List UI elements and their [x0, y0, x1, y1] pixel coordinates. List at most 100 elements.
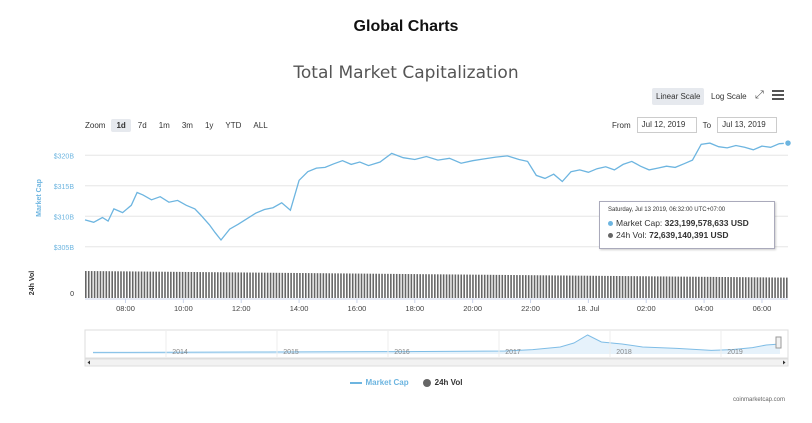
- volume-bar: [486, 274, 489, 298]
- volume-bar: [554, 275, 556, 298]
- volume-bar: [759, 277, 762, 298]
- volume-bar: [592, 275, 595, 298]
- volume-bar: [407, 274, 410, 298]
- market-cap-dot-icon: [608, 221, 613, 227]
- volume-bar: [524, 275, 527, 298]
- navigator-year-label: 2014: [172, 349, 188, 356]
- legend-item-market-cap[interactable]: Market Cap: [349, 378, 409, 387]
- volume-bar: [762, 277, 765, 298]
- volume-bar: [742, 277, 744, 298]
- volume-bar: [765, 277, 768, 298]
- volume-bar: [654, 276, 656, 298]
- tooltip-date: Saturday, Jul 13 2019, 06:32:00 UTC+07:0…: [608, 207, 726, 213]
- zoom-3m-button[interactable]: 3m: [181, 121, 193, 130]
- log-scale-button[interactable]: Log Scale: [711, 92, 747, 101]
- volume-bar: [170, 271, 172, 298]
- volume-bar: [410, 274, 413, 298]
- legend-item-vol[interactable]: 24h Vol: [422, 378, 462, 387]
- volume-bar: [178, 271, 181, 298]
- volume-bar: [507, 274, 509, 298]
- y-axis: $320B $315B $310B $305B 0: [54, 153, 75, 298]
- to-date-input[interactable]: Jul 13, 2019: [717, 117, 778, 133]
- volume-bar: [571, 275, 574, 298]
- volume-bar: [756, 277, 759, 298]
- tooltip-vol: 24h Vol: 72,639,140,391 USD: [608, 230, 729, 240]
- zoom-ytd-button[interactable]: YTD: [225, 121, 242, 130]
- volume-bar: [783, 277, 785, 298]
- volume-bar: [425, 274, 427, 298]
- volume-bar: [642, 276, 644, 298]
- volume-bar: [651, 276, 653, 298]
- volume-bar: [598, 275, 600, 298]
- volume-bar: [566, 275, 568, 298]
- dot-swatch-icon: [422, 378, 431, 387]
- vol-tick-label: 0: [70, 291, 74, 298]
- volume-bar: [583, 275, 586, 298]
- volume-bar: [557, 275, 559, 298]
- volume-bar: [413, 274, 416, 298]
- y-tick-label: $315B: [54, 184, 75, 191]
- volume-bar: [366, 273, 369, 298]
- volume-bar: [460, 274, 463, 298]
- from-date-input[interactable]: Jul 12, 2019: [636, 117, 697, 133]
- volume-bar: [313, 273, 316, 298]
- tooltip-vol-value: 72,639,140,391 USD: [649, 230, 729, 240]
- y-tick-label: $305B: [54, 245, 75, 252]
- volume-bar: [240, 272, 243, 298]
- navigator[interactable]: 2014 2015 2016 2017 2018 2019: [84, 329, 789, 367]
- volume-bar: [621, 276, 624, 298]
- scrollbar-track[interactable]: [84, 358, 789, 367]
- navigator-handle[interactable]: [775, 336, 782, 349]
- volume-bar: [90, 271, 93, 298]
- volume-bar: [686, 276, 688, 298]
- volume-bar: [316, 273, 319, 298]
- zoom-7d-button[interactable]: 7d: [137, 121, 147, 130]
- volume-bar: [530, 275, 533, 298]
- zoom-1m-button[interactable]: 1m: [158, 121, 170, 130]
- volume-bar: [369, 273, 372, 298]
- volume-bar: [607, 275, 609, 298]
- volume-bar: [750, 277, 753, 298]
- zoom-1d-button[interactable]: 1d: [111, 119, 131, 132]
- x-tick-label: 18:00: [405, 304, 424, 313]
- volume-bar: [237, 272, 240, 298]
- volume-bar: [568, 275, 571, 298]
- from-label: From: [612, 120, 631, 130]
- fullscreen-icon[interactable]: ⤢: [755, 89, 764, 101]
- volume-bar: [639, 276, 641, 298]
- volume-bar: [436, 274, 439, 298]
- volume-bar: [513, 275, 515, 298]
- volume-bar: [492, 274, 495, 298]
- to-label: To: [702, 120, 712, 130]
- menu-icon[interactable]: [772, 90, 784, 102]
- zoom-all-button[interactable]: ALL: [253, 121, 268, 130]
- volume-bar: [99, 271, 102, 298]
- volume-bar: [416, 274, 419, 298]
- scroll-left-icon[interactable]: [87, 360, 91, 365]
- volume-bar: [184, 271, 187, 298]
- y-tick-label: $310B: [54, 214, 75, 221]
- volume-bar: [510, 275, 512, 298]
- volume-bar: [129, 271, 131, 298]
- volume-bar: [677, 276, 680, 298]
- linear-scale-button[interactable]: Linear Scale: [652, 88, 705, 105]
- volume-bar: [328, 273, 331, 298]
- volume-bar: [659, 276, 662, 298]
- volume-bar: [780, 277, 782, 298]
- volume-bar: [533, 275, 536, 298]
- credits-link[interactable]: coinmarketcap.com: [733, 397, 786, 403]
- volume-bar: [419, 274, 421, 298]
- volume-bar: [615, 276, 618, 298]
- zoom-1y-button[interactable]: 1y: [204, 121, 214, 130]
- volume-bar: [290, 272, 292, 298]
- volume-bar: [123, 271, 125, 298]
- volume-bar: [395, 273, 398, 298]
- volume-bar: [322, 273, 325, 298]
- scroll-right-icon[interactable]: [783, 360, 786, 365]
- x-tick-label: 12:00: [232, 304, 251, 313]
- volume-bar: [519, 275, 521, 298]
- volume-bar: [208, 272, 210, 298]
- volume-bar: [695, 276, 697, 298]
- volume-bar: [457, 274, 460, 298]
- volume-bar: [727, 277, 729, 298]
